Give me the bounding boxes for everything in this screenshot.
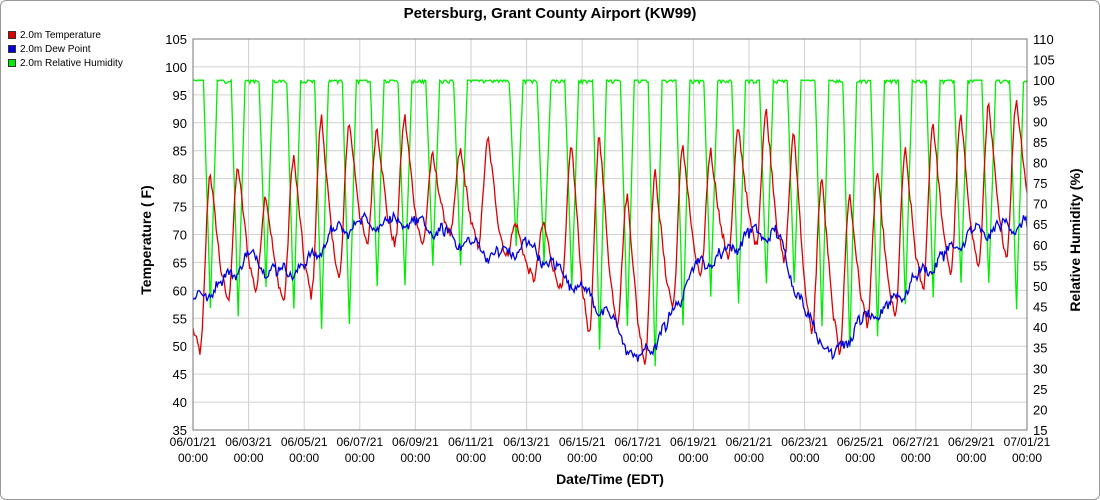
y-tick-label: 35 [173, 423, 187, 438]
y2-tick-label: 105 [1033, 53, 1055, 68]
series-line-relative-humidity [193, 77, 1028, 367]
x-tick-time: 00:00 [400, 451, 430, 465]
y2-tick-label: 100 [1033, 73, 1055, 88]
x-tick-date: 06/21/21 [726, 435, 773, 449]
y2-tick-label: 85 [1033, 135, 1047, 150]
y2-tick-label: 40 [1033, 320, 1047, 335]
y-tick-label: 85 [173, 144, 187, 159]
y-tick-label: 70 [173, 228, 187, 243]
y-tick-label: 55 [173, 311, 187, 326]
y2-axis-label: Relative Humidity (%) [1067, 168, 1083, 311]
legend-swatch-relative-humidity [8, 59, 16, 67]
y-tick-label: 60 [173, 283, 187, 298]
x-tick-time: 00:00 [845, 451, 875, 465]
y-axis-label: Temperature ( F) [138, 185, 154, 294]
legend-item-temperature[interactable]: 2.0m Temperature [8, 28, 123, 42]
x-tick-date: 06/07/21 [336, 435, 383, 449]
y2-tick-label: 65 [1033, 217, 1047, 232]
y-tick-label: 80 [173, 172, 187, 187]
x-tick-time: 00:00 [956, 451, 986, 465]
x-tick-date: 06/25/21 [837, 435, 884, 449]
x-tick-time: 00:00 [678, 451, 708, 465]
series-layer [192, 77, 1028, 367]
x-tick-date: 06/27/21 [892, 435, 939, 449]
legend-item-relative-humidity[interactable]: 2.0m Relative Humidity [8, 56, 123, 70]
x-tick-date: 06/23/21 [781, 435, 828, 449]
y2-tick-label: 60 [1033, 238, 1047, 253]
series-line-dew-point [192, 210, 1028, 362]
x-tick-date: 06/01/21 [170, 435, 217, 449]
x-tick-time: 00:00 [623, 451, 653, 465]
y-tick-label: 65 [173, 255, 187, 270]
y2-tick-label: 20 [1033, 402, 1047, 417]
y2-tick-label: 90 [1033, 114, 1047, 129]
legend-item-dew-point[interactable]: 2.0m Dew Point [8, 42, 123, 56]
x-tick-time: 00:00 [345, 451, 375, 465]
plot-border [192, 38, 1028, 431]
x-tick-date: 06/29/21 [948, 435, 995, 449]
x-tick-time: 00:00 [456, 451, 486, 465]
x-tick-time: 00:00 [567, 451, 597, 465]
y2-tick-label: 75 [1033, 176, 1047, 191]
x-axis-label: Date/Time (EDT) [556, 471, 664, 487]
y2-tick-label: 80 [1033, 155, 1047, 170]
x-tick-date: 06/09/21 [392, 435, 439, 449]
y-tick-label: 50 [173, 339, 187, 354]
x-tick-time: 00:00 [1012, 451, 1042, 465]
y-tick-label: 75 [173, 200, 187, 215]
x-tick-time: 00:00 [790, 451, 820, 465]
legend-label-dew-point: 2.0m Dew Point [20, 43, 91, 55]
y-tick-label: 40 [173, 395, 187, 410]
y-tick-label: 105 [165, 32, 187, 47]
x-tick-date: 06/11/21 [448, 435, 494, 449]
x-tick-time: 00:00 [178, 451, 208, 465]
chart-title: Petersburg, Grant County Airport (KW99) [404, 5, 697, 22]
y-tick-label: 95 [173, 88, 187, 103]
series-line-temperature [192, 100, 1028, 365]
y2-tick-label: 110 [1033, 32, 1054, 47]
y-tick-label: 90 [173, 116, 187, 131]
y2-tick-label: 30 [1033, 361, 1047, 376]
x-tick-time: 00:00 [289, 451, 319, 465]
legend-swatch-temperature [8, 31, 16, 39]
axis-layer: 35 40 45 50 55 60 65 70 75 80 85 90 95 100 105 15 20 25 30… [165, 32, 1054, 465]
x-tick-time: 00:00 [901, 451, 931, 465]
y2-tick-label: 25 [1033, 382, 1047, 397]
legend-label-temperature: 2.0m Temperature [20, 29, 101, 41]
legend-label-relative-humidity: 2.0m Relative Humidity [20, 57, 123, 69]
x-tick-date: 06/19/21 [670, 435, 717, 449]
legend: 2.0m Temperature 2.0m Dew Point 2.0m Rel… [8, 28, 123, 70]
y2-tick-label: 50 [1033, 279, 1047, 294]
x-tick-date: 06/15/21 [559, 435, 606, 449]
x-tick-date: 07/01/21 [1004, 435, 1051, 449]
x-tick-time: 00:00 [512, 451, 542, 465]
y-tick-label: 100 [165, 60, 187, 75]
x-tick-date: 06/03/21 [225, 435, 272, 449]
y2-tick-label: 45 [1033, 300, 1047, 315]
y2-tick-label: 55 [1033, 258, 1047, 273]
x-tick-date: 06/13/21 [503, 435, 550, 449]
y2-tick-label: 95 [1033, 94, 1047, 109]
legend-swatch-dew-point [8, 45, 16, 53]
y2-tick-label: 35 [1033, 341, 1047, 356]
y2-tick-label: 15 [1033, 423, 1047, 438]
y-tick-label: 45 [173, 367, 187, 382]
x-tick-date: 06/17/21 [614, 435, 661, 449]
x-tick-date: 06/05/21 [281, 435, 328, 449]
y2-tick-label: 70 [1033, 197, 1047, 212]
x-tick-time: 00:00 [734, 451, 764, 465]
x-tick-time: 00:00 [234, 451, 264, 465]
